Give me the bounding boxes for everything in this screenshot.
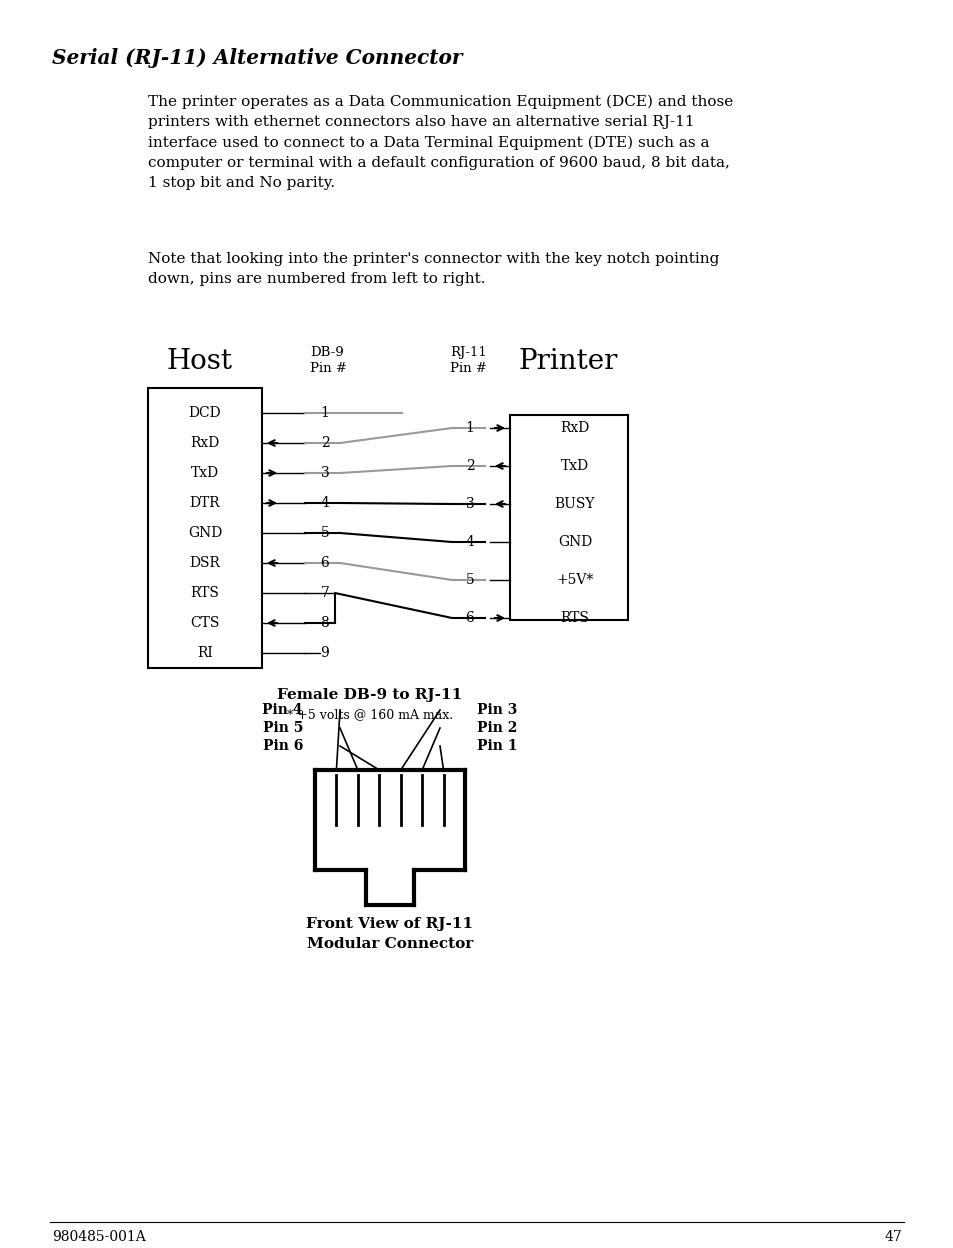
Text: * +5 volts @ 160 mA max.: * +5 volts @ 160 mA max. <box>287 708 453 721</box>
Text: 1: 1 <box>465 421 474 436</box>
Text: 8: 8 <box>320 617 329 630</box>
Text: 7: 7 <box>320 587 329 600</box>
Text: GND: GND <box>558 535 592 549</box>
Text: 2: 2 <box>465 459 474 473</box>
Text: RTS: RTS <box>191 587 219 600</box>
Bar <box>510 416 627 620</box>
Text: DB-9
Pin #: DB-9 Pin # <box>310 346 347 374</box>
Text: RJ-11
Pin #: RJ-11 Pin # <box>450 346 486 374</box>
Text: 6: 6 <box>465 612 474 625</box>
Text: The printer operates as a Data Communication Equipment (DCE) and those
printers : The printer operates as a Data Communica… <box>148 95 733 190</box>
Text: 5: 5 <box>465 573 474 587</box>
Text: CTS: CTS <box>190 617 219 630</box>
Text: Serial (RJ-11) Alternative Connector: Serial (RJ-11) Alternative Connector <box>52 47 462 67</box>
Text: Front View of RJ-11
Modular Connector: Front View of RJ-11 Modular Connector <box>306 917 473 951</box>
Text: Pin 6: Pin 6 <box>262 739 303 753</box>
Text: +5V*: +5V* <box>556 573 593 587</box>
Text: 9: 9 <box>320 646 329 660</box>
Text: TxD: TxD <box>191 466 219 480</box>
Text: 4: 4 <box>320 495 329 510</box>
Text: GND: GND <box>188 525 222 540</box>
Text: Host: Host <box>167 348 233 374</box>
Text: Pin 2: Pin 2 <box>476 721 517 735</box>
Text: Pin 4: Pin 4 <box>262 703 303 718</box>
Text: RI: RI <box>197 646 213 660</box>
Text: 3: 3 <box>320 466 329 480</box>
Text: 1: 1 <box>320 406 329 421</box>
Text: RxD: RxD <box>191 436 219 451</box>
Text: 2: 2 <box>320 436 329 451</box>
Text: Pin 1: Pin 1 <box>476 739 517 753</box>
Text: Pin 3: Pin 3 <box>476 703 517 718</box>
Text: 980485-001A: 980485-001A <box>52 1231 146 1244</box>
Text: 47: 47 <box>883 1231 901 1244</box>
Bar <box>148 388 262 668</box>
Text: RTS: RTS <box>560 612 589 625</box>
Text: BUSY: BUSY <box>554 497 595 510</box>
Text: Pin 5: Pin 5 <box>262 721 303 735</box>
Text: Note that looking into the printer's connector with the key notch pointing
down,: Note that looking into the printer's con… <box>148 252 719 286</box>
Text: DTR: DTR <box>190 495 220 510</box>
Text: RxD: RxD <box>559 421 589 436</box>
Text: 3: 3 <box>465 497 474 510</box>
Text: TxD: TxD <box>560 459 588 473</box>
Text: DCD: DCD <box>189 406 221 421</box>
Text: 6: 6 <box>320 557 329 570</box>
Text: Printer: Printer <box>517 348 617 374</box>
Text: 5: 5 <box>320 525 329 540</box>
Text: DSR: DSR <box>190 557 220 570</box>
Text: Female DB-9 to RJ-11: Female DB-9 to RJ-11 <box>277 688 462 701</box>
Text: 4: 4 <box>465 535 474 549</box>
